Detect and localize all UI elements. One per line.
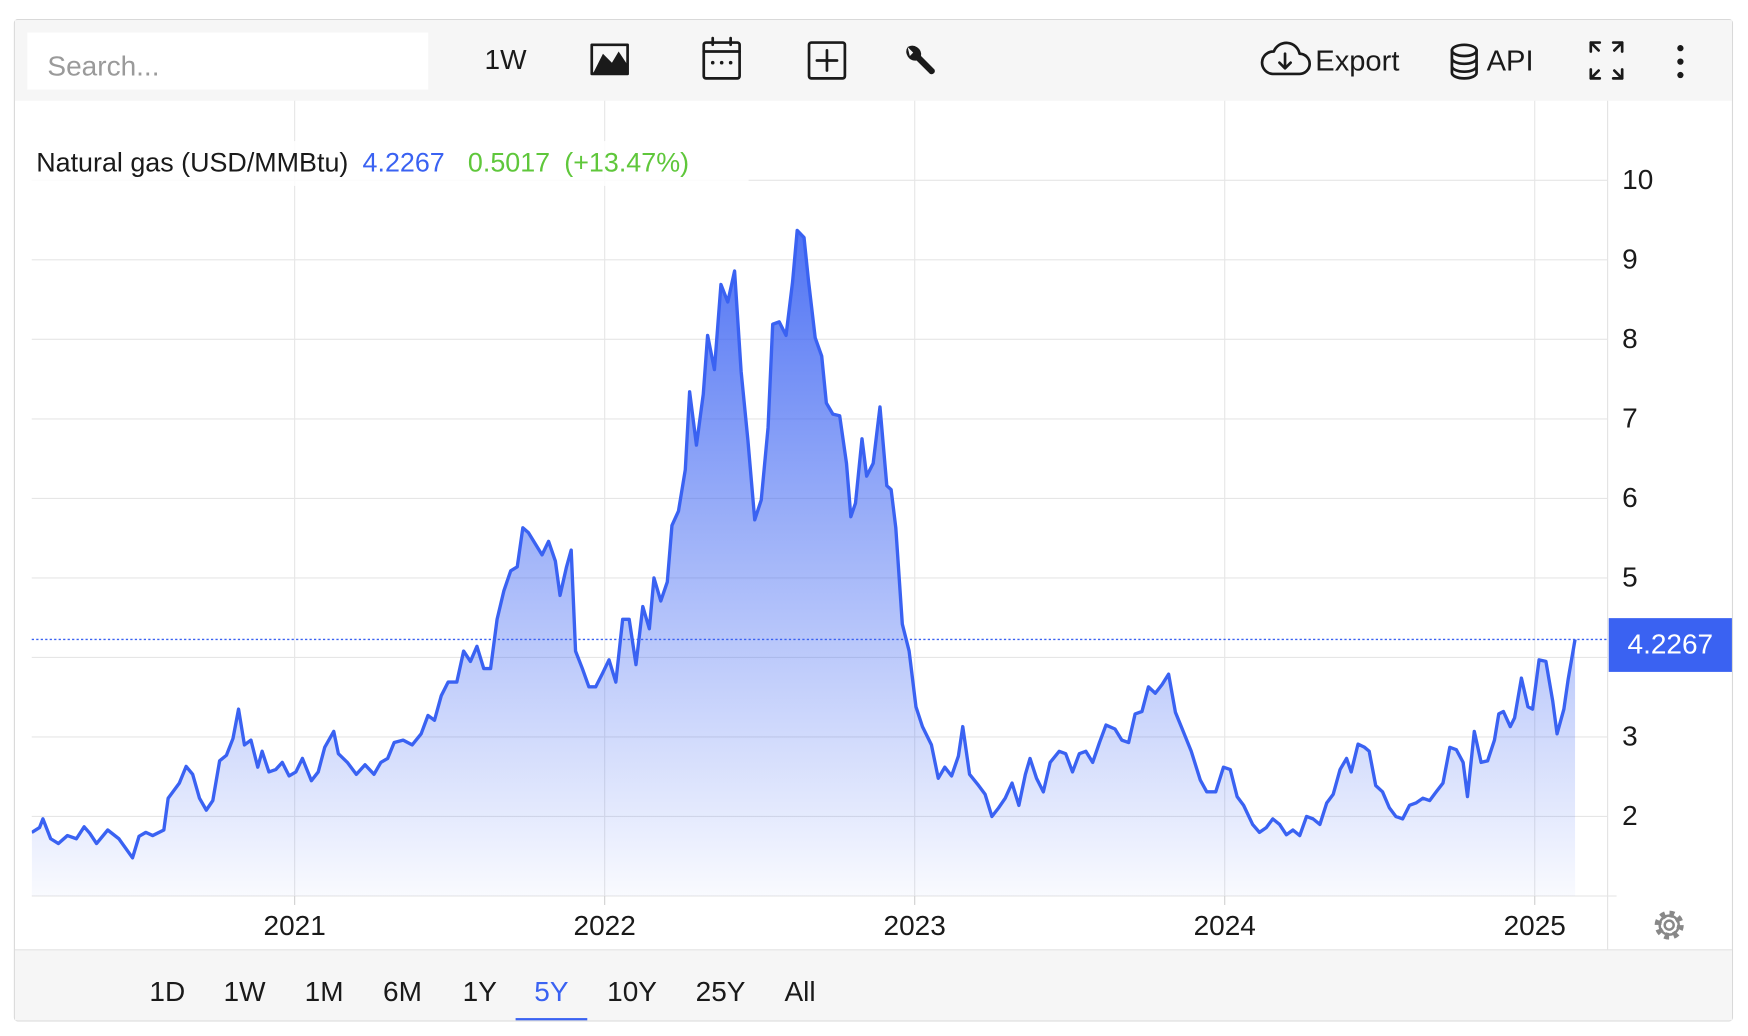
y-tick-label: 2 — [1622, 800, 1638, 831]
x-tick-label: 2024 — [1194, 910, 1256, 941]
indicators-icon[interactable] — [906, 45, 935, 75]
legend-background — [29, 141, 749, 186]
x-tick-label: 2023 — [884, 910, 946, 941]
legend: Natural gas (USD/MMBtu) 4.2267 0.5017 (+… — [36, 148, 689, 178]
more-menu[interactable] — [1677, 45, 1684, 79]
search-box[interactable] — [27, 32, 429, 90]
export-button[interactable]: Export — [1260, 41, 1399, 78]
x-tick-label: 2021 — [264, 910, 326, 941]
range-button[interactable]: 5Y — [534, 976, 569, 1007]
last-value-box — [1608, 618, 1732, 672]
y-tick-label: 10 — [1622, 164, 1653, 195]
change: 0.5017 — [468, 148, 550, 178]
price-line — [31, 228, 1577, 860]
labels: 2345678910202120222023202420254.2267 — [31, 164, 1732, 941]
range-buttons: 1D 1W 1M 6M 1Y 5Y 10Y 25Y All — [149, 976, 816, 1021]
api-button[interactable]: API — [1450, 43, 1534, 80]
last-value-label: 4.2267 — [1627, 629, 1713, 660]
plot-area — [31, 228, 1577, 896]
y-tick-label: 9 — [1622, 243, 1638, 274]
compare-icon[interactable] — [807, 41, 847, 80]
change-percent: (+13.47%) — [564, 148, 689, 178]
y-tick-label: 5 — [1622, 561, 1638, 592]
range-button[interactable]: 1W — [224, 976, 267, 1007]
settings-icon[interactable] — [1654, 910, 1684, 940]
api-label[interactable]: API — [1487, 45, 1534, 77]
range-bar — [14, 949, 1732, 1021]
search-placeholder[interactable]: Search... — [47, 51, 159, 82]
interval-button[interactable]: 1W — [485, 44, 528, 75]
range-button[interactable]: 1Y — [463, 976, 498, 1007]
range-button[interactable]: 1D — [149, 976, 185, 1007]
range-button[interactable]: All — [785, 976, 816, 1007]
y-tick-label: 7 — [1622, 402, 1638, 433]
y-tick-label: 6 — [1622, 482, 1638, 513]
x-tick-label: 2025 — [1504, 910, 1566, 941]
fullscreen-icon[interactable] — [1589, 41, 1624, 80]
range-button[interactable]: 1M — [305, 976, 344, 1007]
range-button[interactable]: 6M — [383, 976, 422, 1007]
area-fill — [31, 230, 1576, 896]
range-active-underline — [515, 1018, 588, 1021]
calendar-icon[interactable] — [702, 36, 741, 80]
x-tick-label: 2022 — [574, 910, 636, 941]
series-name: Natural gas (USD/MMBtu) — [36, 148, 348, 178]
range-button[interactable]: 10Y — [607, 976, 657, 1007]
y-tick-label: 3 — [1622, 720, 1638, 751]
y-tick-label: 8 — [1622, 323, 1638, 354]
range-button[interactable]: 25Y — [696, 976, 746, 1007]
chart-type-icon[interactable] — [590, 43, 629, 76]
last-value: 4.2267 — [363, 148, 445, 178]
export-label[interactable]: Export — [1315, 45, 1399, 77]
